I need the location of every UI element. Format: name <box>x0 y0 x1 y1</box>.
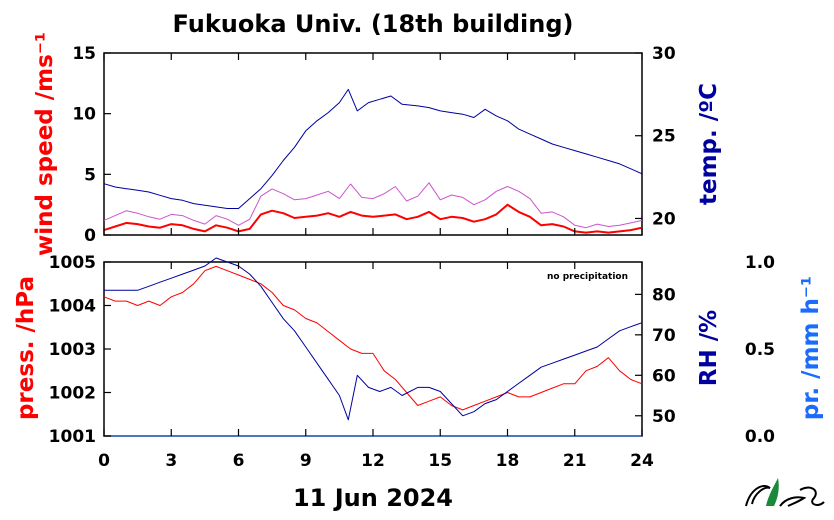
chart-title: Fukuoka Univ. (18th building) <box>173 10 574 38</box>
temperature-axis-label: temp. /ºC <box>696 83 722 205</box>
humidity-line <box>104 257 643 421</box>
wind-mean-line <box>103 203 643 234</box>
precipitation-note: no precipitation <box>547 272 628 282</box>
wind-gust-line <box>103 182 643 229</box>
humidity-tick-label: 70 <box>652 326 676 346</box>
x-tick-label: 21 <box>563 451 587 471</box>
x-tick-label: 9 <box>300 451 312 471</box>
pressure-tick-label: 1002 <box>49 384 96 404</box>
precip-tick-label: 1.0 <box>745 253 775 273</box>
precip-tick-label: 0.5 <box>745 340 775 360</box>
temp-tick-label: 20 <box>652 209 676 229</box>
pressure-tick-label: 1004 <box>49 297 96 317</box>
bottom-panel-frame <box>103 261 643 437</box>
date-label: 11 Jun 2024 <box>293 484 453 512</box>
x-tick-label: 0 <box>98 451 110 471</box>
temp-tick-label: 25 <box>652 127 676 147</box>
x-tick-label: 3 <box>165 451 177 471</box>
x-tick-label: 24 <box>630 451 654 471</box>
humidity-tick-label: 60 <box>652 366 676 386</box>
axis-ticks: 0510152025301001100210031004100550607080… <box>49 44 775 471</box>
top-panel-frame <box>103 52 643 236</box>
x-tick-label: 12 <box>361 451 385 471</box>
precipitation-axis-label: pr. /mm h⁻¹ <box>798 276 824 420</box>
x-tick-label: 18 <box>496 451 520 471</box>
temperature-line <box>103 88 643 209</box>
x-tick-label: 15 <box>428 451 452 471</box>
wind-speed-axis-label: wind speed /ms⁻¹ <box>32 32 58 256</box>
wind-tick-label: 0 <box>84 226 96 246</box>
wind-tick-label: 15 <box>72 44 96 64</box>
pressure-line <box>103 265 643 411</box>
humidity-axis-label: RH /% <box>696 310 722 386</box>
pressure-tick-label: 1005 <box>49 253 96 273</box>
pressure-tick-label: 1003 <box>49 340 96 360</box>
bottom-plot-area <box>103 257 643 437</box>
humidity-tick-label: 50 <box>652 407 676 427</box>
temp-tick-label: 30 <box>652 44 676 64</box>
wind-tick-label: 5 <box>84 165 96 185</box>
wind-tick-label: 10 <box>72 105 96 125</box>
top-plot-area <box>103 88 643 234</box>
pressure-tick-label: 1001 <box>49 427 96 447</box>
precip-tick-label: 0.0 <box>745 427 775 447</box>
x-tick-label: 6 <box>233 451 245 471</box>
pressure-axis-label: press. /hPa <box>13 276 39 420</box>
institution-logo <box>745 478 825 507</box>
humidity-tick-label: 80 <box>652 285 676 305</box>
